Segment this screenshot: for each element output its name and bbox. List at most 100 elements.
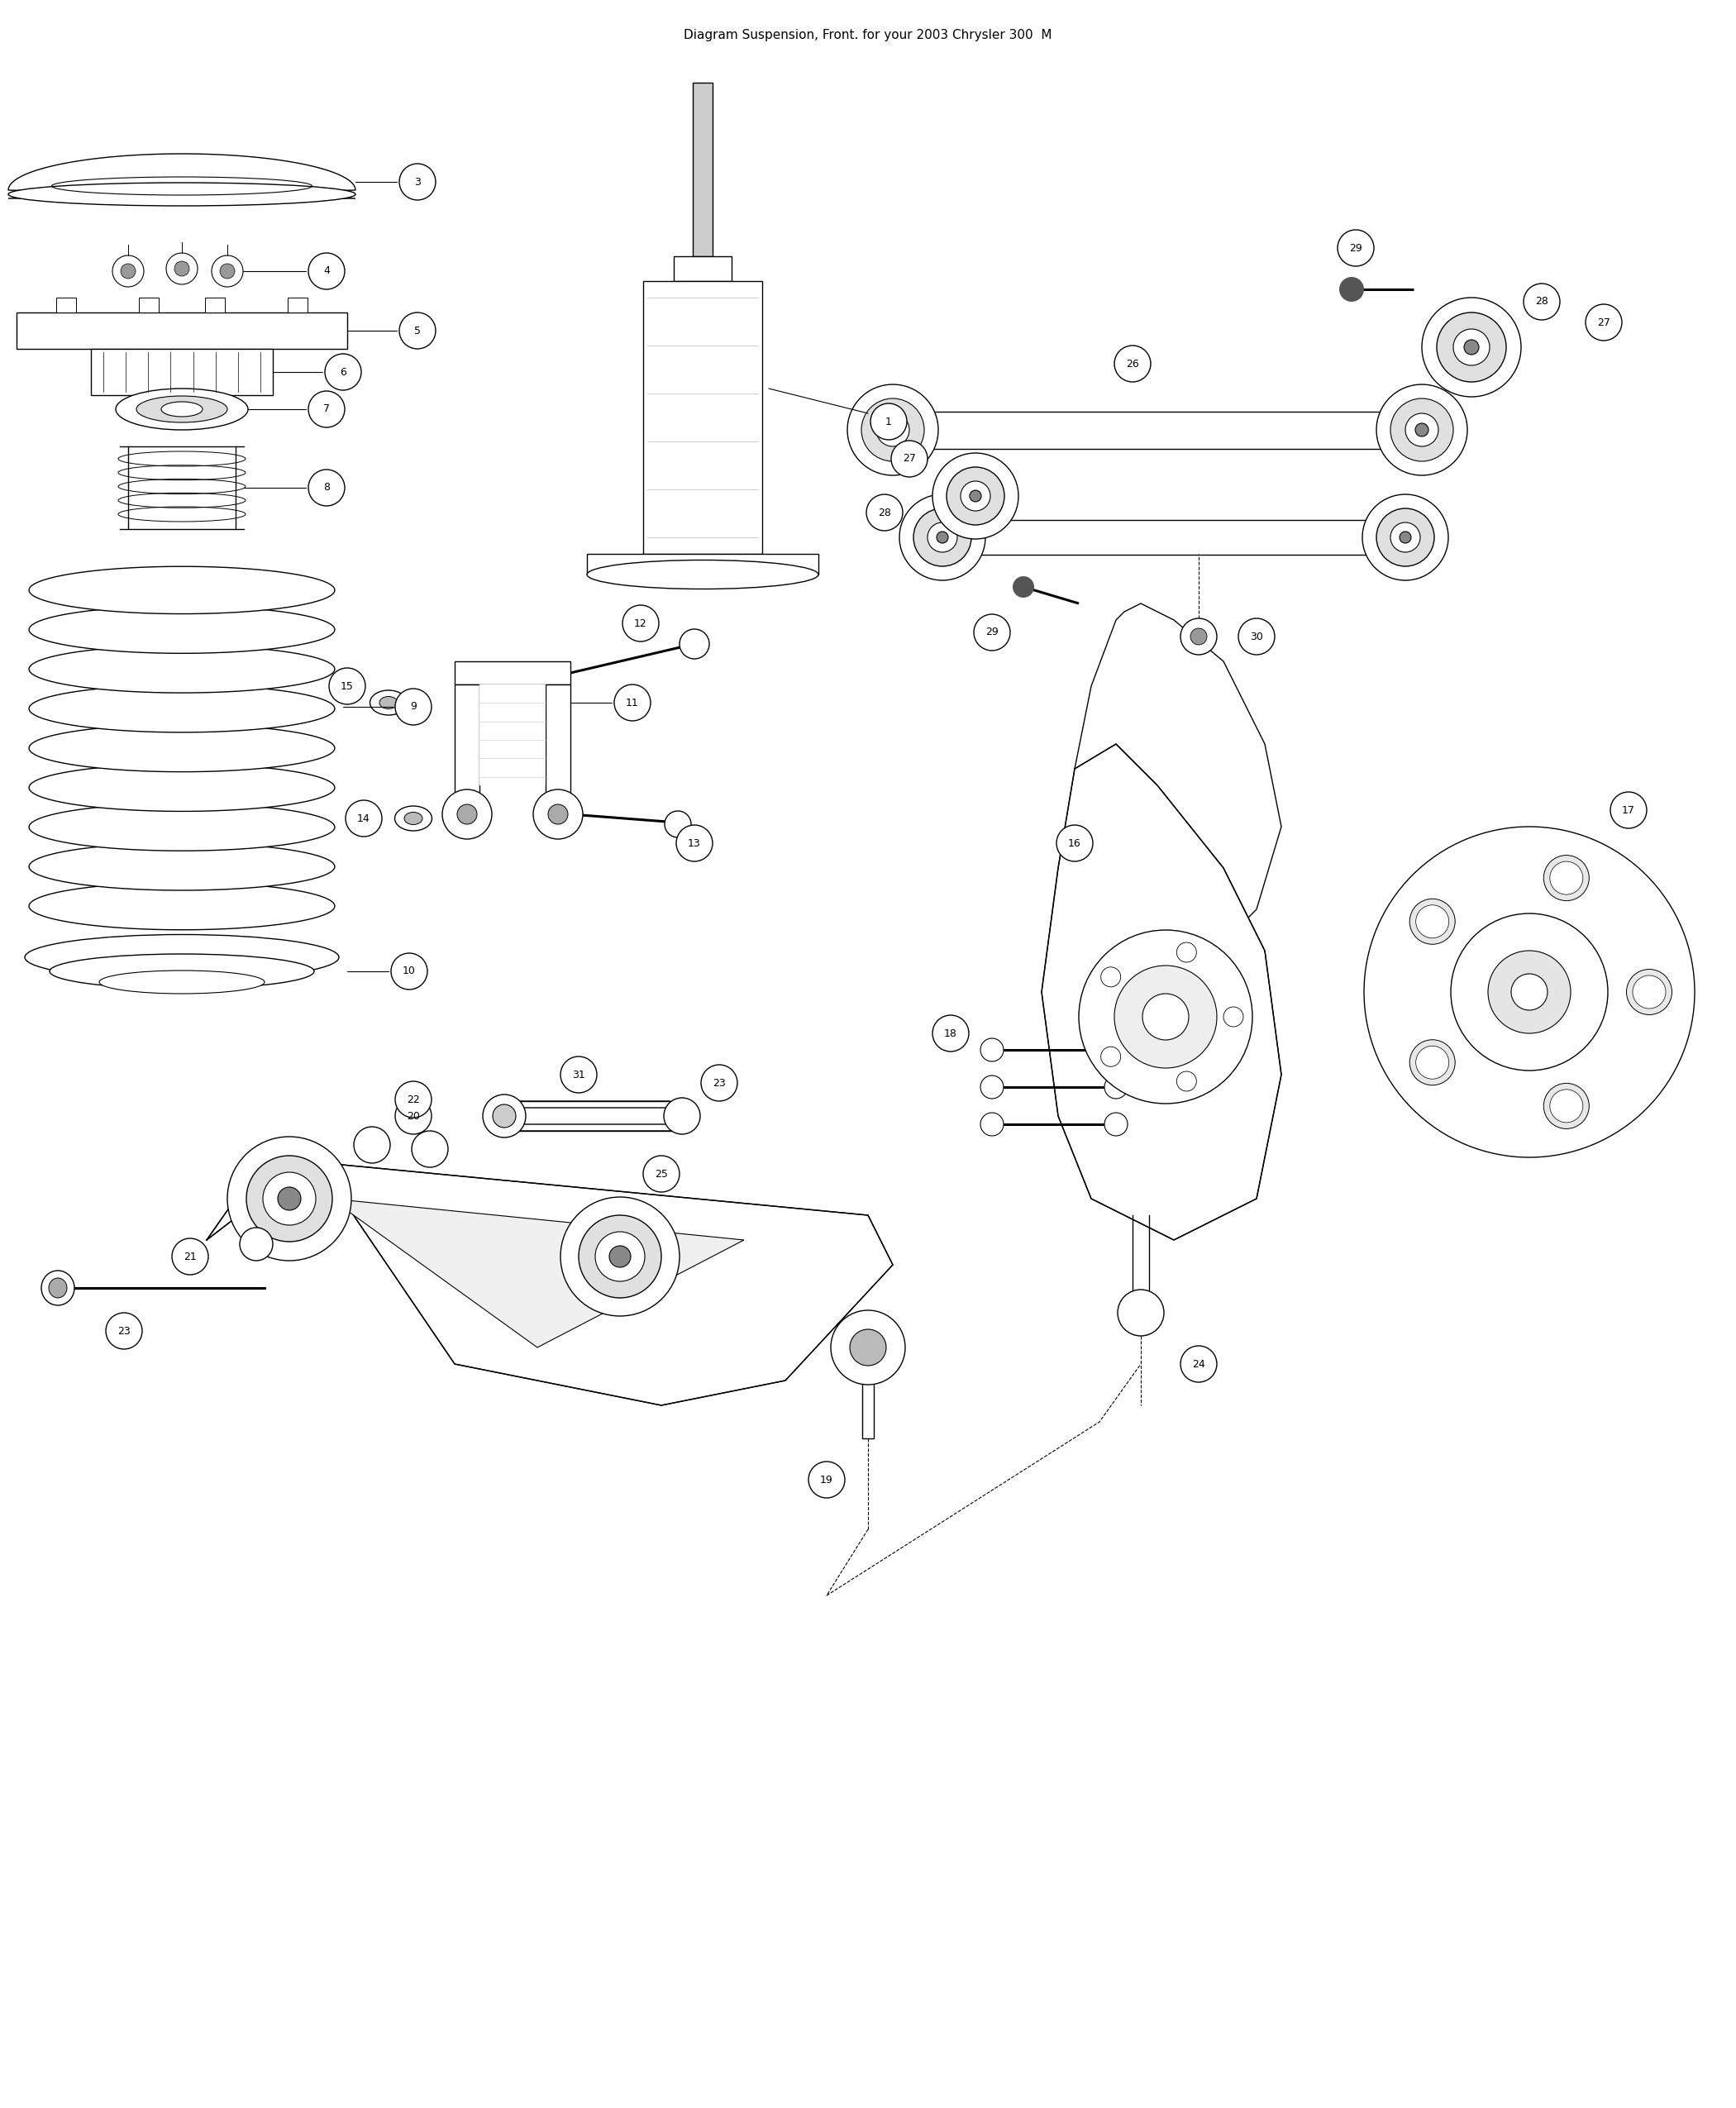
Circle shape [932, 1016, 969, 1052]
Circle shape [399, 312, 436, 348]
Ellipse shape [99, 970, 264, 993]
Circle shape [330, 668, 365, 704]
Polygon shape [90, 348, 273, 394]
Text: 12: 12 [634, 618, 648, 628]
Ellipse shape [587, 561, 818, 588]
Circle shape [1101, 968, 1121, 987]
Circle shape [899, 495, 986, 580]
Circle shape [913, 508, 972, 567]
Circle shape [891, 441, 927, 476]
Text: 24: 24 [1193, 1360, 1205, 1370]
Polygon shape [642, 280, 762, 554]
Circle shape [701, 1065, 738, 1100]
Circle shape [665, 812, 691, 837]
Circle shape [679, 628, 710, 660]
Polygon shape [330, 1199, 745, 1347]
Circle shape [1338, 276, 1364, 301]
Text: 27: 27 [1597, 316, 1611, 327]
Polygon shape [205, 297, 226, 312]
Text: 22: 22 [406, 1094, 420, 1105]
Circle shape [832, 1311, 904, 1385]
Polygon shape [1075, 603, 1281, 968]
Text: 14: 14 [358, 814, 370, 824]
Circle shape [851, 1330, 885, 1366]
Circle shape [1417, 1046, 1450, 1079]
Text: 9: 9 [410, 702, 417, 713]
Circle shape [1337, 230, 1373, 266]
Circle shape [866, 495, 903, 531]
Text: 28: 28 [878, 508, 891, 519]
Circle shape [227, 1136, 351, 1261]
Polygon shape [455, 685, 479, 803]
Text: 6: 6 [340, 367, 345, 377]
Ellipse shape [161, 403, 203, 417]
Circle shape [549, 805, 568, 824]
Ellipse shape [493, 1105, 516, 1128]
Ellipse shape [394, 805, 432, 831]
Text: 19: 19 [819, 1473, 833, 1486]
Circle shape [623, 605, 660, 641]
Ellipse shape [113, 255, 144, 287]
Circle shape [1524, 285, 1561, 320]
Ellipse shape [212, 255, 243, 287]
Text: 5: 5 [415, 325, 420, 335]
Text: 20: 20 [406, 1111, 420, 1121]
Circle shape [595, 1231, 644, 1282]
Polygon shape [30, 605, 335, 653]
Ellipse shape [380, 696, 398, 708]
Circle shape [885, 424, 899, 436]
Ellipse shape [1410, 1039, 1455, 1086]
Circle shape [1550, 862, 1583, 894]
Text: 23: 23 [118, 1326, 130, 1336]
Polygon shape [288, 297, 307, 312]
Circle shape [1488, 951, 1571, 1033]
Text: 11: 11 [627, 698, 639, 708]
Circle shape [932, 453, 1019, 540]
Circle shape [1399, 531, 1411, 544]
Circle shape [345, 801, 382, 837]
Circle shape [106, 1313, 142, 1349]
Circle shape [937, 531, 948, 544]
Ellipse shape [370, 689, 408, 715]
Circle shape [309, 390, 345, 428]
Polygon shape [674, 257, 731, 280]
Circle shape [809, 1461, 845, 1499]
Polygon shape [30, 725, 335, 772]
Text: 8: 8 [323, 483, 330, 493]
Circle shape [1118, 1290, 1163, 1336]
Circle shape [1078, 930, 1252, 1105]
Polygon shape [56, 297, 76, 312]
Ellipse shape [174, 261, 189, 276]
Circle shape [1463, 339, 1479, 354]
Circle shape [861, 398, 924, 462]
Circle shape [981, 1039, 1003, 1062]
Circle shape [847, 384, 937, 474]
Circle shape [877, 413, 910, 447]
Circle shape [247, 1155, 332, 1242]
Ellipse shape [122, 264, 135, 278]
Polygon shape [30, 685, 335, 731]
Circle shape [927, 523, 957, 552]
Circle shape [262, 1172, 316, 1225]
Circle shape [1115, 965, 1217, 1069]
Circle shape [309, 253, 345, 289]
Circle shape [1510, 974, 1547, 1010]
Polygon shape [587, 554, 818, 575]
Circle shape [870, 403, 906, 441]
Text: 29: 29 [1349, 242, 1363, 253]
Circle shape [981, 1113, 1003, 1136]
Circle shape [1377, 384, 1467, 474]
Ellipse shape [1543, 1084, 1588, 1128]
Circle shape [1422, 297, 1521, 396]
Polygon shape [30, 763, 335, 812]
Circle shape [1177, 942, 1196, 961]
Text: 7: 7 [323, 405, 330, 415]
Circle shape [443, 790, 491, 839]
Ellipse shape [9, 183, 356, 207]
Circle shape [391, 953, 427, 989]
Polygon shape [30, 803, 335, 852]
Ellipse shape [49, 1277, 68, 1299]
Circle shape [1437, 312, 1507, 382]
Circle shape [396, 1098, 432, 1134]
Circle shape [1104, 1113, 1128, 1136]
